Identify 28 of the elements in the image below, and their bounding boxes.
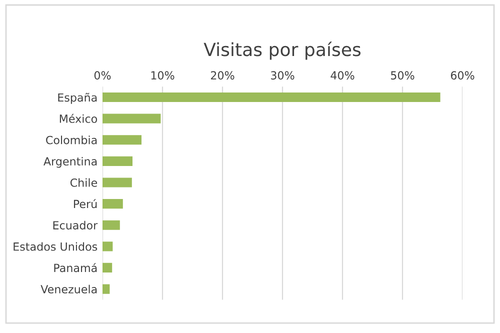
y-tick-label: Perú xyxy=(74,199,97,208)
bar xyxy=(102,284,110,294)
bar xyxy=(102,262,112,273)
x-tick-label: 20% xyxy=(210,71,234,80)
y-tick-label: Argentina xyxy=(44,156,97,168)
x-tick-label: 30% xyxy=(271,71,294,80)
bar xyxy=(102,242,113,252)
y-tick-label: Ecuador xyxy=(53,220,98,230)
x-tick-label: 50% xyxy=(391,71,414,80)
bar xyxy=(102,178,132,188)
y-tick-label: Venezuela xyxy=(40,284,97,294)
bar xyxy=(102,199,123,209)
y-tick-label: Chile xyxy=(70,178,98,187)
x-tick-label: 0% xyxy=(94,71,111,80)
y-tick-label: Estados Unidos xyxy=(14,242,98,251)
x-tick-label: 40% xyxy=(330,71,354,80)
bar xyxy=(102,92,440,102)
x-tick-label: 60% xyxy=(450,71,474,80)
bar xyxy=(102,220,120,230)
y-tick-label: Panamá xyxy=(54,263,97,272)
y-tick-label: Colombia xyxy=(46,136,97,144)
y-tick-label: España xyxy=(58,92,97,104)
x-tick-label: 10% xyxy=(151,71,174,80)
chart-title: Visitas por países xyxy=(204,42,361,60)
bar xyxy=(102,156,132,166)
y-tick-label: México xyxy=(60,114,98,123)
bar xyxy=(102,135,142,145)
bar xyxy=(102,114,161,124)
